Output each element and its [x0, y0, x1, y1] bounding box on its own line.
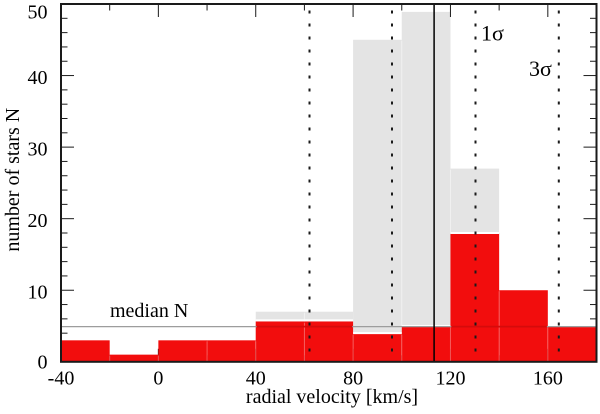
- svg-text:160: 160: [533, 368, 563, 390]
- svg-text:1σ: 1σ: [481, 20, 504, 45]
- svg-text:3σ: 3σ: [529, 56, 552, 81]
- svg-text:10: 10: [28, 281, 48, 303]
- svg-text:30: 30: [28, 138, 48, 160]
- svg-text:0: 0: [38, 351, 48, 373]
- svg-text:50: 50: [28, 1, 48, 23]
- svg-text:120: 120: [435, 368, 465, 390]
- svg-text:radial velocity [km/s]: radial velocity [km/s]: [246, 386, 418, 408]
- svg-text:40: 40: [28, 67, 48, 89]
- svg-text:number of stars N: number of stars N: [2, 108, 24, 252]
- svg-text:-40: -40: [48, 368, 75, 390]
- svg-text:80: 80: [343, 368, 363, 390]
- svg-text:20: 20: [28, 210, 48, 232]
- svg-text:40: 40: [246, 368, 266, 390]
- svg-text:0: 0: [153, 368, 163, 390]
- svg-text:median N: median N: [110, 300, 188, 322]
